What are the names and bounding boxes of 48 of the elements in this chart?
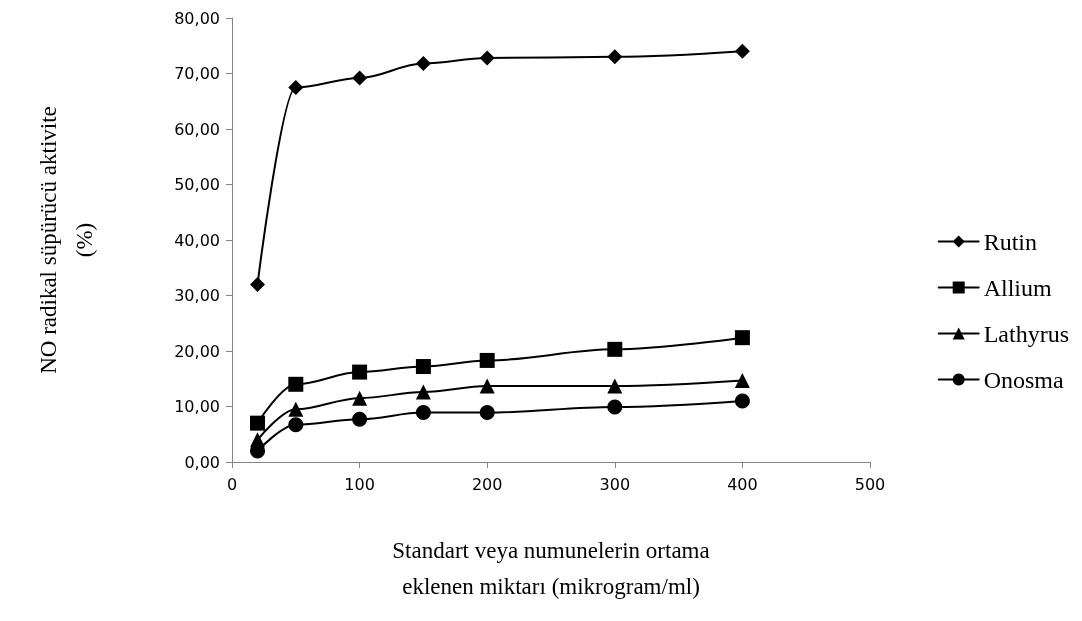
point [479, 50, 495, 66]
x-tick-label: 300 [599, 474, 631, 494]
point [415, 405, 431, 421]
point [415, 56, 431, 72]
point [288, 417, 304, 433]
point [479, 405, 495, 421]
x-tick-label: 100 [344, 474, 375, 494]
legend-label: Lathyrus [983, 320, 1069, 347]
point [607, 49, 623, 65]
point [415, 359, 431, 375]
y-tick-label: 70,00 [174, 64, 220, 83]
legend-label: Rutin [983, 228, 1038, 255]
point [415, 384, 431, 400]
point [352, 70, 368, 86]
x-tick-label: 500 [854, 474, 886, 494]
point [352, 411, 368, 427]
point [288, 401, 304, 417]
y-tick-label: 80,00 [174, 8, 220, 28]
point [607, 378, 623, 394]
point [288, 79, 304, 95]
y-tick-label: 60,00 [174, 119, 220, 139]
y-axis-title: NO radikal süpürücü aktivite (%) [35, 106, 97, 374]
point [479, 352, 495, 368]
point [352, 390, 368, 406]
legend-label: Allium [983, 274, 1053, 301]
y-tick-label: 10,00 [174, 397, 220, 416]
point [607, 399, 623, 415]
y-tick-label: 20,00 [174, 341, 220, 361]
x-tick-label: 0 [226, 474, 238, 494]
y-tick-label: 30,00 [174, 286, 220, 305]
y-tick-label: 0,00 [184, 452, 220, 472]
x-tick-label: 200 [471, 474, 503, 494]
point [734, 43, 750, 59]
legend-label: Onosma [983, 366, 1065, 393]
point [734, 393, 750, 409]
point [734, 330, 750, 346]
point [607, 341, 623, 357]
y-tick-label: 50,00 [174, 175, 220, 194]
x-axis-title: Standart veya numunelerin ortama eklenen miktarı (mikrogram/ml) [392, 537, 710, 599]
y-tick-label: 40,00 [174, 230, 220, 250]
point [352, 364, 368, 380]
point [479, 378, 495, 394]
point [250, 432, 266, 448]
point [250, 276, 266, 292]
point [734, 372, 750, 388]
x-tick-label: 400 [727, 474, 758, 494]
point [288, 376, 304, 392]
point [250, 415, 266, 431]
